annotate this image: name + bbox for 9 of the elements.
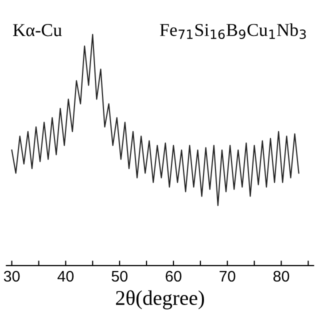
x-tick-label: 30: [4, 270, 20, 282]
annotation: Kα-Cu: [13, 24, 62, 36]
x-tick-label: 50: [112, 270, 128, 282]
x-axis-title: 2θ(degree): [116, 290, 204, 310]
x-tick-label: 40: [58, 270, 74, 282]
x-tick-label: 80: [273, 270, 290, 282]
text: Fe$_{71}$Si$_{16}$B$_{9}$Cu$_{1}$Nb$_{3}$: [160, 23, 306, 40]
x-tick-label: 70: [220, 270, 236, 282]
x-tick-label: 60: [166, 270, 182, 282]
